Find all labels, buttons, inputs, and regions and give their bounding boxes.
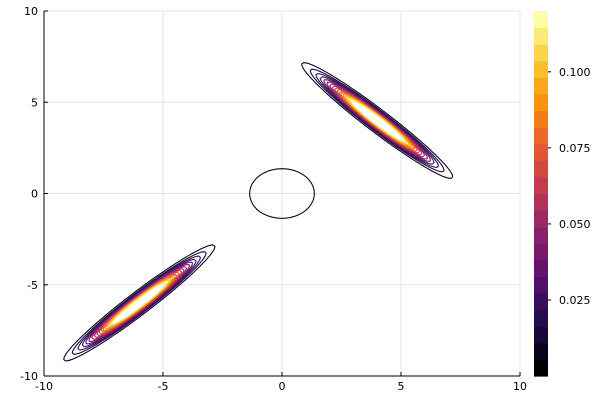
plot-axes <box>43 10 521 377</box>
contour-lines <box>63 62 454 362</box>
colorbar-segment-14 <box>534 127 548 145</box>
y-tick-label-3: 5 <box>31 96 38 109</box>
x-tick-label-3: 5 <box>398 380 405 393</box>
x-tick-label-1: -5 <box>158 380 169 393</box>
colorbar-segment-6 <box>534 259 548 278</box>
colorbar-segment-13 <box>534 143 548 161</box>
colorbar-segment-18 <box>534 60 548 78</box>
colorbar-segment-7 <box>534 243 548 261</box>
y-tick-label-1: -5 <box>27 279 38 292</box>
colorbar-segment-16 <box>534 93 548 112</box>
colorbar-segment-17 <box>534 77 548 95</box>
colorbar-segment-11 <box>534 176 548 195</box>
colorbar-segment-19 <box>534 44 548 62</box>
contour-level-1 <box>71 68 445 355</box>
y-tick-label-2: 0 <box>31 188 38 201</box>
colorbar-segment-3 <box>534 309 548 327</box>
colorbar: 0.025 0.050 0.075 0.100 <box>534 11 591 377</box>
colorbar-segment-5 <box>534 276 548 294</box>
colorbar-segment-9 <box>534 210 548 228</box>
colorbar-segment-20 <box>534 27 548 45</box>
contour-level-0 <box>63 62 454 362</box>
colorbar-segment-0 <box>534 359 548 377</box>
colorbar-segment-21 <box>534 11 548 29</box>
x-tick-label-4: 10 <box>513 380 527 393</box>
colorbar-tick-label-3: 0.100 <box>559 66 591 79</box>
x-tick-label-2: 0 <box>279 380 286 393</box>
y-tick-label-4: 10 <box>24 5 38 18</box>
colorbar-segment-15 <box>534 110 548 128</box>
colorbar-tick-label-1: 0.050 <box>559 218 591 231</box>
colorbar-segment-8 <box>534 226 548 244</box>
colorbar-tick-label-0: 0.025 <box>559 294 591 307</box>
x-tick-label-0: -10 <box>35 380 53 393</box>
tick-labels: -10 -5 0 5 10 -10 -5 0 5 10 <box>20 5 527 393</box>
contour-level-15 <box>110 98 406 325</box>
y-tick-label-0: -10 <box>20 370 38 383</box>
colorbar-segment-1 <box>534 342 548 361</box>
colorbar-segment-12 <box>534 160 548 178</box>
colorbar-segment-4 <box>534 293 548 311</box>
colorbar-tick-label-2: 0.075 <box>559 142 591 155</box>
colorbar-segment-2 <box>534 326 548 344</box>
colorbar-segment-10 <box>534 193 548 211</box>
contour-level-2 <box>77 73 439 351</box>
